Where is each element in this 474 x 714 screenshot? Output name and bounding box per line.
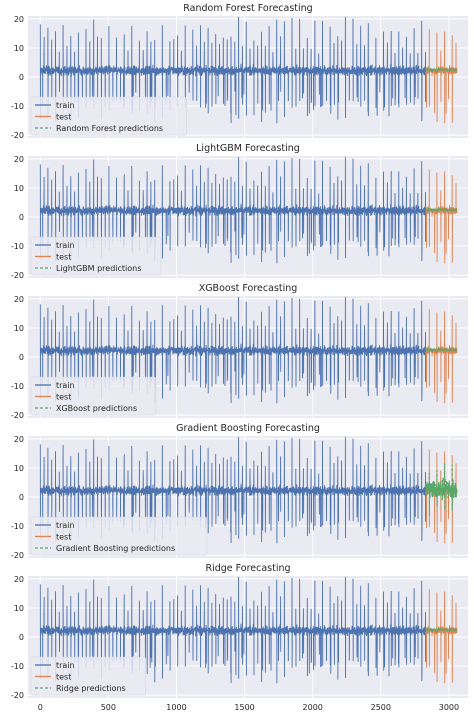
x-tick-label: 2000 (303, 703, 323, 712)
y-tick-label: 20 (14, 295, 24, 304)
legend-label-3: Gradient Boosting predictions (56, 544, 175, 553)
legend-label-3: Ridge predictions (56, 684, 126, 693)
x-tick-label: 0 (38, 703, 43, 712)
series-prediction-line (425, 347, 458, 353)
chart-panel-2: LightGBM Forecasting -20 -10 0 10 20 train test… (11, 143, 468, 280)
legend-label-2: test (56, 253, 71, 262)
legend-box (30, 96, 187, 136)
legend-label-1: train (56, 661, 75, 670)
y-tick-label: 10 (14, 184, 24, 193)
legend: train test Random Forest predictions (30, 96, 187, 136)
y-tick-label: 0 (19, 213, 24, 222)
y-tick-label: 20 (14, 575, 24, 584)
y-tick-label: -20 (11, 691, 24, 700)
x-tick-label: 500 (101, 703, 116, 712)
series-prediction-line (425, 67, 458, 73)
legend-label-1: train (56, 381, 75, 390)
chart-title: Random Forest Forecasting (183, 3, 312, 14)
chart-panel-5: Ridge Forecasting -20 -10 0 10 20 0 500 1000 1500… (11, 563, 468, 712)
series-train-line (39, 576, 427, 684)
y-tick-label: 0 (19, 73, 24, 82)
legend: train test Gradient Boosting predictions (30, 516, 208, 556)
y-tick-label: -10 (11, 662, 24, 671)
legend-label-2: test (56, 393, 71, 402)
legend-label-3: LightGBM predictions (56, 264, 141, 273)
legend-label-2: test (56, 533, 71, 542)
chart-title: XGBoost Forecasting (199, 283, 298, 294)
y-tick-label: 10 (14, 464, 24, 473)
legend-label-1: train (56, 521, 75, 530)
y-tick-label: 10 (14, 604, 24, 613)
legend-label-1: train (56, 101, 75, 110)
y-tick-label: -20 (11, 131, 24, 140)
y-tick-label: 0 (19, 493, 24, 502)
series-train-line (39, 16, 427, 124)
series-test-line (425, 589, 458, 684)
legend-box (30, 516, 208, 556)
legend-label-2: test (56, 673, 71, 682)
y-tick-label: -10 (11, 522, 24, 531)
legend-box (30, 376, 157, 416)
x-tick-label: 3000 (439, 703, 459, 712)
series-prediction-line (425, 462, 458, 517)
legend: train test Ridge predictions (30, 656, 146, 696)
y-tick-label: 0 (19, 633, 24, 642)
y-tick-label: 20 (14, 15, 24, 24)
y-tick-label: 10 (14, 324, 24, 333)
x-tick-label: 1000 (166, 703, 186, 712)
series-train-line (39, 296, 427, 404)
series-train-line (39, 156, 427, 264)
chart-title: LightGBM Forecasting (196, 143, 300, 154)
legend: train test XGBoost predictions (30, 376, 157, 416)
chart-panel-3: XGBoost Forecasting -20 -10 0 10 20 train test X… (11, 283, 468, 420)
legend-label-2: test (56, 113, 71, 122)
x-tick-label: 2500 (371, 703, 391, 712)
chart-panel-1: Random Forest Forecasting -20 -10 0 10 20 trai… (11, 3, 468, 140)
legend-box (30, 656, 146, 696)
y-tick-label: -20 (11, 271, 24, 280)
y-tick-label: -20 (11, 411, 24, 420)
y-tick-label: -20 (11, 551, 24, 560)
chart-panel-4: Gradient Boosting Forecasting -20 -10 0 10 20… (11, 423, 468, 560)
legend-label-1: train (56, 241, 75, 250)
x-tick-label: 1500 (234, 703, 254, 712)
legend-label-3: Random Forest predictions (56, 124, 163, 133)
series-test-line (425, 169, 458, 264)
legend: train test LightGBM predictions (30, 236, 162, 276)
series-train-line (39, 436, 427, 544)
chart-title: Gradient Boosting Forecasting (176, 423, 320, 434)
series-prediction-line (425, 627, 458, 633)
y-tick-label: 0 (19, 353, 24, 362)
series-test-line (425, 309, 458, 404)
series-prediction-line (425, 207, 458, 213)
legend-box (30, 236, 162, 276)
y-tick-label: 10 (14, 44, 24, 53)
y-tick-label: -10 (11, 102, 24, 111)
legend-label-3: XGBoost predictions (56, 404, 137, 413)
y-tick-label: 20 (14, 155, 24, 164)
y-tick-label: 20 (14, 435, 24, 444)
chart-title: Ridge Forecasting (205, 563, 290, 574)
y-tick-label: -10 (11, 382, 24, 391)
y-tick-label: -10 (11, 242, 24, 251)
series-test-line (425, 29, 458, 124)
